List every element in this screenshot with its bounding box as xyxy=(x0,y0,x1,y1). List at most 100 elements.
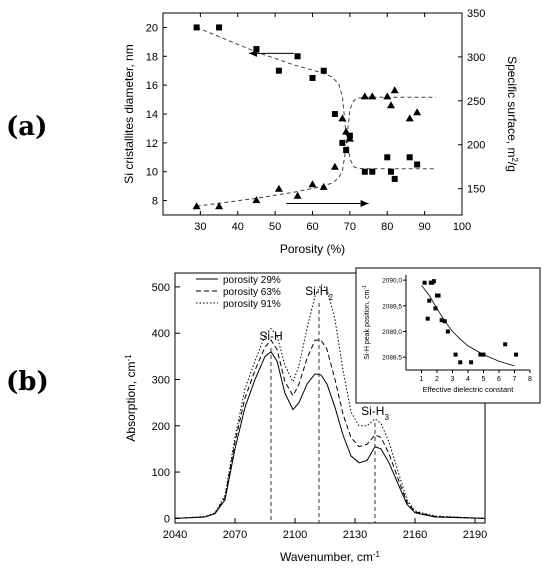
data-point-triangle xyxy=(330,162,339,170)
y-tick-label-right-a: 200 xyxy=(467,140,485,152)
fit-line-left-a xyxy=(196,26,436,170)
y-tick-label-left-a: 18 xyxy=(146,51,158,63)
data-point-square xyxy=(406,154,413,161)
peak-label: Si-H3 xyxy=(361,404,389,422)
y-tick-label-left-a: 10 xyxy=(146,167,158,179)
y-axis-label-right-a-sup: 2 xyxy=(511,157,520,162)
data-point-square xyxy=(253,46,260,53)
inset-y-tick-label: 2090,0 xyxy=(382,278,402,285)
y-tick-label-right-a: 300 xyxy=(467,52,485,64)
y-tick-label-right-a: 150 xyxy=(467,184,485,196)
y-axis-label-right-a-part: Specific surface, m xyxy=(505,56,519,157)
x-axis-label-b: Wavenumber, cm-1 xyxy=(280,550,381,565)
x-tick-label-a: 90 xyxy=(419,221,431,233)
y-tick-label-right-a: 350 xyxy=(467,8,485,20)
y-tick-label-left-a: 14 xyxy=(146,109,158,121)
inset-y-axis-label-sup: -1 xyxy=(362,285,368,290)
chart-a: 30 40 50 60 70 80 90 100 8 10 12 14 16 18 20 150 200 250 3… xyxy=(122,8,520,256)
y-axis-label-right-a-part: /g xyxy=(505,162,519,172)
data-point-triangle xyxy=(405,114,414,122)
x-tick-label-b: 2130 xyxy=(343,529,367,541)
peak-label-text: Si-H xyxy=(361,404,384,418)
x-tick-label-a: 50 xyxy=(269,221,281,233)
inset-y-axis-label: Si-H peak position, cm-1 xyxy=(362,285,371,360)
inset-fit-curve xyxy=(421,285,515,367)
data-point-square xyxy=(343,147,350,154)
inset-data-point xyxy=(422,280,427,285)
inset-data-point xyxy=(478,352,483,357)
inset-data-point xyxy=(433,306,438,311)
y-tick-label-left-a: 12 xyxy=(146,138,158,150)
inset-data-point xyxy=(469,360,474,365)
data-point-triangle xyxy=(274,184,283,192)
x-axis-label-a: Porosity (%) xyxy=(280,242,345,256)
y-tick-label-b: 400 xyxy=(152,328,170,340)
x-tick-label-a: 60 xyxy=(306,221,318,233)
data-point-triangle xyxy=(319,182,328,190)
x-axis-label-b-sup: -1 xyxy=(373,550,381,559)
x-tick-label-b: 2040 xyxy=(163,529,187,541)
inset-y-tick-label: 2089,5 xyxy=(382,303,402,310)
inset-x-tick-label: 1 xyxy=(420,376,424,383)
peak-label: Si-H2 xyxy=(305,284,333,302)
y-tick-label-b: 100 xyxy=(152,467,170,479)
x-tick-label-b: 2100 xyxy=(283,529,307,541)
inset-x-tick-label: 5 xyxy=(482,376,486,383)
x-tick-label-b: 2190 xyxy=(463,529,487,541)
inset-data-point xyxy=(427,298,432,303)
inset-frame xyxy=(355,267,541,404)
series-line-dotted xyxy=(174,283,486,519)
x-axis-label-b-text: Wavenumber, cm xyxy=(280,550,373,564)
fit-line-right-a xyxy=(196,96,436,207)
y-axis-label-right-a: Specific surface, m2/g xyxy=(505,56,520,172)
inset-data-point xyxy=(442,319,447,324)
inset-data-point xyxy=(439,318,444,323)
inset-y-axis-label-text: Si-H peak position, cm xyxy=(364,290,371,360)
data-point-square xyxy=(294,53,301,60)
legend-label: porosity 91% xyxy=(223,299,281,310)
series-line-solid xyxy=(174,350,486,519)
data-point-square xyxy=(414,161,421,168)
data-point-square xyxy=(387,168,394,175)
peak-label-sub: 2 xyxy=(328,293,333,302)
data-point-square xyxy=(384,154,391,161)
y-tick-label-left-a: 20 xyxy=(146,22,158,34)
data-point-triangle xyxy=(390,86,399,94)
inset-data-point xyxy=(514,352,519,357)
data-point-square xyxy=(339,139,346,146)
x-tick-label-a: 80 xyxy=(381,221,393,233)
x-tick-label-b: 2070 xyxy=(223,529,247,541)
data-point-triangle xyxy=(413,108,422,116)
y-tick-label-b: 300 xyxy=(152,374,170,386)
y-axis-label-b-text: Absorption, cm xyxy=(124,362,138,442)
inset-x-axis-label: Effective dielectric constant xyxy=(423,385,515,394)
data-point-square xyxy=(369,168,376,175)
inset-x-tick-label: 4 xyxy=(466,376,470,383)
inset-data-point xyxy=(445,329,450,334)
x-tick-label-a: 70 xyxy=(344,221,356,233)
y-tick-label-left-a: 8 xyxy=(152,196,158,208)
data-point-square xyxy=(361,168,368,175)
data-point-triangle xyxy=(383,92,392,100)
inset-data-point xyxy=(425,316,430,321)
data-point-square xyxy=(391,175,398,182)
x-tick-label-b: 2160 xyxy=(403,529,427,541)
data-point-triangle xyxy=(338,114,347,122)
inset-data-point xyxy=(431,279,436,284)
x-tick-label-a: 30 xyxy=(194,221,206,233)
data-point-triangle xyxy=(293,191,302,199)
y-tick-label-b: 200 xyxy=(152,421,170,433)
data-point-square xyxy=(193,24,200,31)
y-axis-label-b: Absorption, cm-1 xyxy=(124,354,139,442)
peak-label-text: Si-H xyxy=(305,284,328,298)
inset-x-tick-label: 2 xyxy=(435,376,439,383)
inset-x-tick-label: 7 xyxy=(513,376,517,383)
y-tick-label-b: 500 xyxy=(152,282,170,294)
chart-b: 2040 2070 2100 2130 2160 2190 0 100 200 300 400 500… xyxy=(124,267,541,565)
panel-label-b: (b) xyxy=(6,367,49,397)
y-axis-label-left-a: Si cristallites diameter, nm xyxy=(122,44,136,183)
data-point-square xyxy=(309,74,316,81)
legend-label: porosity 63% xyxy=(223,287,281,298)
arrow-head-a xyxy=(360,200,369,207)
y-tick-label-left-a: 16 xyxy=(146,80,158,92)
